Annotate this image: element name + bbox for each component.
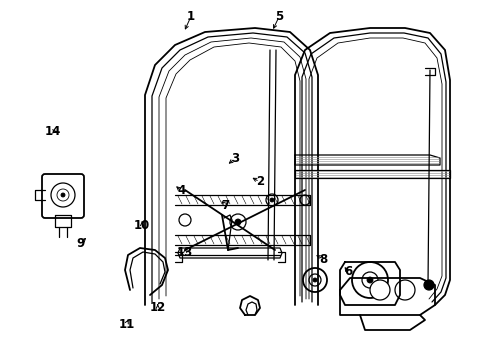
Text: 4: 4 (177, 184, 185, 197)
FancyBboxPatch shape (42, 174, 84, 218)
Circle shape (230, 214, 246, 230)
Text: 1: 1 (187, 10, 195, 23)
Circle shape (362, 272, 378, 288)
Circle shape (424, 280, 434, 290)
Text: 2: 2 (256, 175, 264, 188)
Circle shape (61, 193, 65, 197)
Circle shape (270, 198, 274, 202)
Text: 13: 13 (177, 246, 194, 258)
Circle shape (303, 268, 327, 292)
Circle shape (367, 277, 373, 283)
Text: 9: 9 (77, 237, 85, 249)
Text: 10: 10 (134, 219, 150, 231)
Circle shape (309, 274, 321, 286)
Text: 5: 5 (275, 10, 283, 23)
Circle shape (370, 280, 390, 300)
Text: 11: 11 (118, 318, 135, 330)
Circle shape (300, 195, 310, 205)
Circle shape (352, 262, 388, 298)
Circle shape (395, 280, 415, 300)
Text: 14: 14 (45, 125, 61, 138)
Circle shape (235, 219, 241, 225)
Text: 7: 7 (221, 199, 229, 212)
Text: 6: 6 (344, 265, 352, 278)
Circle shape (179, 214, 191, 226)
Text: 8: 8 (319, 253, 327, 266)
Circle shape (313, 278, 317, 282)
Text: 3: 3 (231, 152, 239, 165)
Text: 12: 12 (149, 301, 166, 314)
